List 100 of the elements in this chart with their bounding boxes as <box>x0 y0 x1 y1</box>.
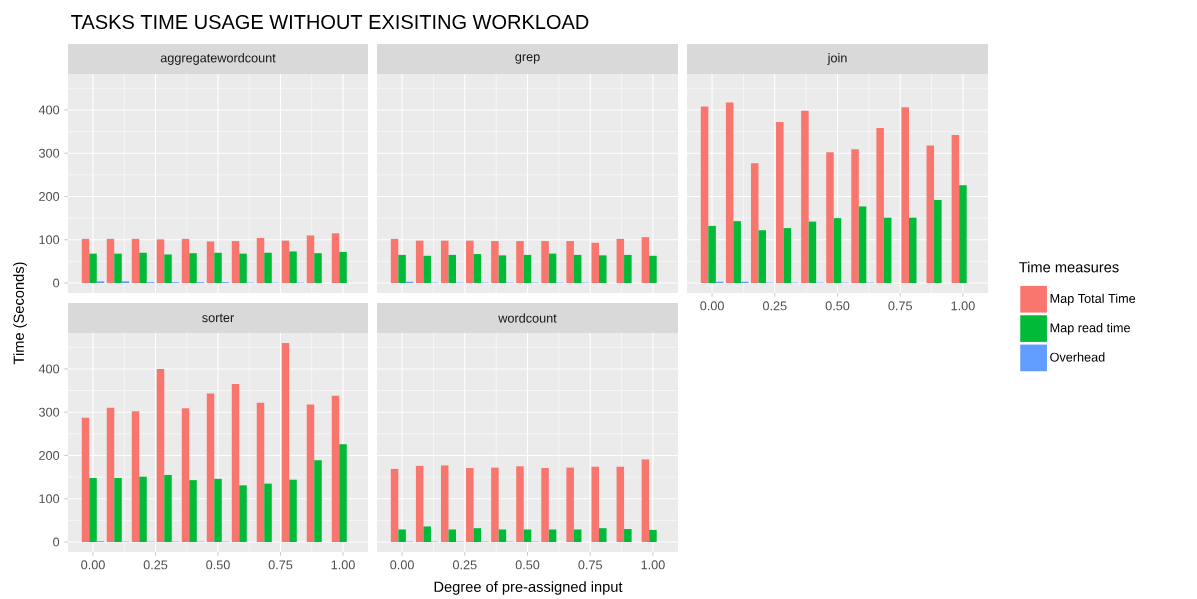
bar <box>206 241 215 284</box>
bar <box>231 384 240 543</box>
bar <box>498 255 507 284</box>
x-tick-label: 0.75 <box>578 560 603 570</box>
bar <box>398 254 406 284</box>
bar <box>466 468 474 543</box>
legend-title: Time measures <box>1019 261 1119 273</box>
y-tick-label: 400 <box>38 364 60 374</box>
bar <box>181 408 190 543</box>
bar <box>314 460 322 543</box>
bar <box>156 239 165 284</box>
y-tick-label: 200 <box>39 191 60 201</box>
bar <box>114 253 122 284</box>
chart-title: TASKS TIME USAGE WITHOUT EXISITING WORKLOAD <box>71 14 589 30</box>
bar <box>516 241 524 284</box>
bar <box>289 479 297 543</box>
bar <box>901 107 909 284</box>
bar <box>598 528 607 543</box>
x-tick-label: 0.25 <box>452 560 477 570</box>
bar <box>708 225 716 284</box>
bar <box>314 253 322 284</box>
bar <box>440 465 449 543</box>
bar <box>516 466 524 543</box>
x-tick-label: 0.50 <box>825 301 850 311</box>
bar <box>214 478 222 543</box>
bar <box>826 152 834 284</box>
bar <box>181 238 190 284</box>
bar <box>466 240 474 284</box>
y-tick-label: 300 <box>38 407 60 417</box>
bar <box>733 221 741 284</box>
bar <box>598 255 607 284</box>
bar <box>139 252 147 284</box>
bar <box>876 128 884 284</box>
bar <box>523 529 532 543</box>
y-tick-label: 200 <box>39 450 60 460</box>
x-tick-label: 0.00 <box>390 560 414 570</box>
bar <box>808 221 817 284</box>
x-tick-label: 0.50 <box>206 560 230 570</box>
bar <box>331 395 340 543</box>
bar <box>776 122 784 284</box>
bar <box>700 106 709 284</box>
bar <box>573 254 582 284</box>
x-tick-label: 0.00 <box>700 301 724 311</box>
bar <box>725 102 734 284</box>
bar <box>833 218 842 284</box>
bar <box>256 238 265 284</box>
bar <box>851 149 859 284</box>
bar <box>624 529 632 543</box>
bar <box>131 238 140 284</box>
bar <box>750 163 759 284</box>
bar <box>908 217 917 284</box>
bar <box>541 241 549 284</box>
bar <box>106 238 115 284</box>
bar <box>616 466 625 543</box>
bar <box>491 241 499 284</box>
bar <box>448 529 457 543</box>
bar <box>256 402 265 543</box>
y-axis-title: Time (Seconds) <box>13 262 27 365</box>
y-tick-label: 100 <box>39 235 60 245</box>
x-tick-label: 1.00 <box>951 301 975 311</box>
bar <box>264 252 272 284</box>
x-tick-label: 0.25 <box>762 301 787 311</box>
x-axis-title: Degree of pre-assigned input <box>434 581 623 595</box>
legend-label: Map Total Time <box>1050 293 1136 306</box>
bar <box>106 407 115 543</box>
y-tick-label: 0 <box>53 537 60 547</box>
y-tick-label: 100 <box>39 494 60 504</box>
bar <box>858 206 867 284</box>
bar <box>934 199 942 284</box>
bar <box>306 235 315 284</box>
bar <box>214 252 222 284</box>
bar <box>306 404 315 543</box>
bar <box>239 485 247 543</box>
bar <box>566 241 574 284</box>
x-tick-label: 0.50 <box>515 560 540 570</box>
bar <box>89 477 97 543</box>
bar <box>624 254 632 284</box>
bar <box>448 254 457 284</box>
bar <box>423 255 431 284</box>
x-tick-label: 1.00 <box>641 560 665 570</box>
bar <box>156 368 165 543</box>
bar <box>566 467 574 543</box>
bar <box>959 185 967 284</box>
bar <box>398 529 406 543</box>
bar <box>164 474 172 543</box>
bar <box>189 253 197 284</box>
bar <box>331 233 340 284</box>
bar <box>951 135 960 284</box>
bar <box>758 230 767 284</box>
y-tick-label: 300 <box>38 148 60 158</box>
bar <box>281 342 290 543</box>
legend-label: Overhead <box>1050 352 1105 362</box>
bar <box>114 477 122 543</box>
legend-label: Map read time <box>1050 322 1130 335</box>
chart-subtitle: sorter <box>202 313 234 323</box>
bar <box>641 459 650 543</box>
bar <box>81 417 90 543</box>
y-tick-label: 0 <box>53 278 60 288</box>
bar <box>473 528 482 543</box>
x-tick-label: 0.00 <box>81 560 105 570</box>
